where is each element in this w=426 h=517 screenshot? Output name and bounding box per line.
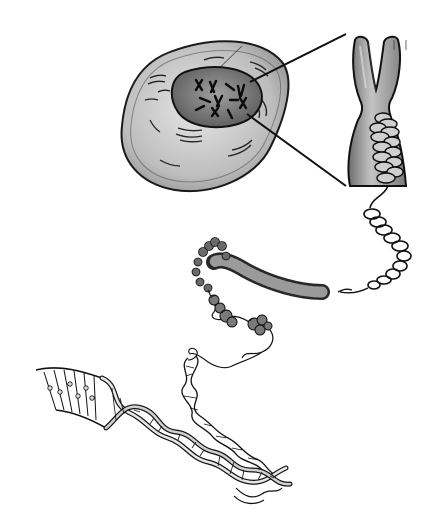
dna-double-helix — [35, 367, 293, 505]
dna-double-helix-upper — [181, 355, 275, 475]
dna-linker — [187, 347, 263, 369]
chromosome — [347, 35, 408, 187]
solenoid-fiber — [191, 237, 353, 300]
spring-coil — [363, 208, 412, 290]
condensed-chromosomes — [194, 78, 248, 120]
base-pairs — [111, 387, 275, 481]
coiled-chromatin-fiber — [339, 185, 412, 294]
chromosome-unwound-coil — [369, 112, 404, 184]
zoom-lines — [246, 33, 347, 187]
solenoid-beads — [191, 237, 231, 293]
helix-tail — [233, 487, 283, 505]
nuclear-envelope — [170, 66, 263, 129]
nucleosomes — [207, 289, 274, 359]
nucleus — [170, 66, 263, 129]
dna-ladder-end — [35, 367, 107, 429]
